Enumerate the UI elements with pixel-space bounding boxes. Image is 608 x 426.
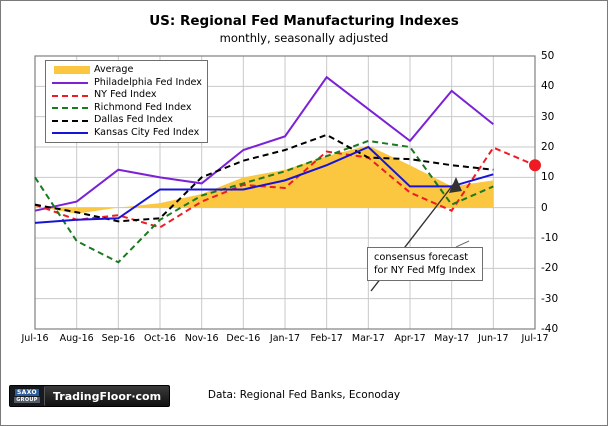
legend-key-swatch	[50, 103, 90, 113]
y-tick-label: -20	[541, 262, 559, 275]
legend-item[interactable]: Richmond Fed Index	[50, 102, 202, 115]
data-source-caption: Data: Regional Fed Banks, Econoday	[207, 389, 401, 401]
y-tick-label: 0	[541, 201, 548, 214]
chart-title: US: Regional Fed Manufacturing Indexes	[149, 13, 459, 29]
legend-item[interactable]: Average	[50, 64, 202, 77]
chart-subtitle: monthly, seasonally adjusted	[219, 31, 389, 45]
series-average-band	[35, 145, 494, 214]
chart-legend: Average Philadelphia Fed Index NY Fed Inde…	[45, 60, 208, 143]
tradingfloor-label: TradingFloor·com	[44, 386, 170, 406]
legend-key-swatch	[50, 65, 90, 75]
legend-key-swatch	[50, 115, 90, 125]
annotation-line-1: consensus forecast	[374, 252, 469, 263]
series-line-ny-fed-index	[34, 146, 536, 229]
x-tick-label: Nov-16	[184, 333, 219, 344]
y-tick-label: 10	[541, 171, 555, 184]
legend-key-swatch	[50, 90, 90, 100]
x-tick-label: Feb-17	[310, 333, 343, 344]
legend-item-label: Philadelphia Fed Index	[94, 76, 202, 88]
y-axis-tick-labels: 50 40 30 20 10 0 -10 -20 -30 -40	[541, 49, 581, 337]
saxo-mark-bottom: GROUP	[14, 397, 40, 403]
legend-item[interactable]: Dallas Fed Index	[50, 114, 202, 127]
annotation-leader	[455, 240, 470, 248]
y-tick-label: -40	[541, 323, 559, 335]
series-line-philadelphia-fed-index	[34, 75, 494, 212]
x-tick-label: Dec-16	[226, 333, 261, 344]
y-tick-label: -30	[541, 292, 559, 305]
x-tick-label: Oct-16	[144, 333, 176, 344]
legend-item[interactable]: NY Fed Index	[50, 89, 202, 102]
forecast-point-marker	[529, 159, 541, 172]
x-tick-label: May-17	[434, 333, 470, 344]
saxo-tradingfloor-logo[interactable]: SAXO GROUP TradingFloor·com	[9, 385, 171, 407]
x-tick-label: Jul-17	[521, 333, 549, 344]
legend-item[interactable]: Kansas City Fed Index	[50, 127, 202, 140]
x-tick-label: Jul-16	[21, 333, 49, 344]
x-tick-label: Aug-16	[59, 333, 94, 344]
legend-key-swatch	[50, 78, 90, 88]
series-line-kansas-city-fed-index	[34, 145, 494, 224]
legend-item-label: Kansas City Fed Index	[94, 126, 200, 138]
legend-item-label: NY Fed Index	[94, 89, 157, 101]
legend-item-label: Dallas Fed Index	[94, 114, 173, 126]
series-line-dallas-fed-index	[34, 133, 494, 223]
x-tick-label: Sep-16	[101, 333, 136, 344]
series-line-richmond-fed-index	[34, 139, 494, 264]
plot-border	[34, 55, 536, 330]
y-tick-label: 40	[541, 80, 555, 93]
y-tick-label: -10	[541, 232, 559, 244]
y-tick-label: 30	[541, 110, 555, 123]
forecast-annotation: consensus forecast for NY Fed Mfg Index	[367, 247, 483, 281]
annotation-arrow-head	[449, 177, 462, 193]
saxo-mark-top: SAXO	[14, 389, 40, 396]
x-axis-tick-labels: Jul-16 Aug-16 Sep-16 Oct-16 Nov-16 Dec-16 Jan-…	[1, 333, 607, 353]
saxo-group-mark: SAXO GROUP	[10, 386, 44, 406]
legend-key-swatch	[50, 128, 90, 138]
y-tick-label: 50	[541, 50, 555, 62]
x-tick-label: Apr-17	[394, 333, 426, 344]
legend-item-label: Average	[94, 64, 134, 76]
x-tick-label: Jan-17	[269, 333, 301, 344]
annotation-line-2: for NY Fed Mfg Index	[374, 265, 476, 276]
x-tick-label: Mar-17	[351, 333, 385, 344]
legend-item-label: Richmond Fed Index	[94, 101, 192, 113]
x-tick-label: Jun-17	[478, 333, 509, 344]
legend-item[interactable]: Philadelphia Fed Index	[50, 77, 202, 90]
y-tick-label: 20	[541, 141, 555, 153]
